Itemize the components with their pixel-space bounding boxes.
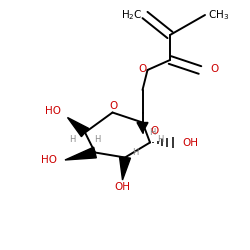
- Text: H: H: [157, 136, 163, 144]
- Text: HO: HO: [45, 106, 61, 116]
- Text: OH: OH: [182, 138, 198, 147]
- Polygon shape: [137, 122, 148, 132]
- Polygon shape: [120, 157, 130, 180]
- Text: H: H: [69, 136, 75, 144]
- Polygon shape: [65, 147, 96, 160]
- Text: CH$_3$: CH$_3$: [208, 8, 229, 22]
- Text: O: O: [138, 64, 146, 74]
- Text: H: H: [149, 128, 156, 137]
- Text: OH: OH: [114, 182, 130, 192]
- Text: H$_2$C: H$_2$C: [121, 8, 142, 22]
- Text: O: O: [150, 126, 158, 136]
- Text: HO: HO: [42, 155, 58, 165]
- Text: O: O: [210, 64, 218, 74]
- Text: O: O: [110, 101, 118, 111]
- Text: H: H: [132, 148, 138, 157]
- Text: H: H: [94, 136, 101, 144]
- Polygon shape: [68, 118, 88, 137]
